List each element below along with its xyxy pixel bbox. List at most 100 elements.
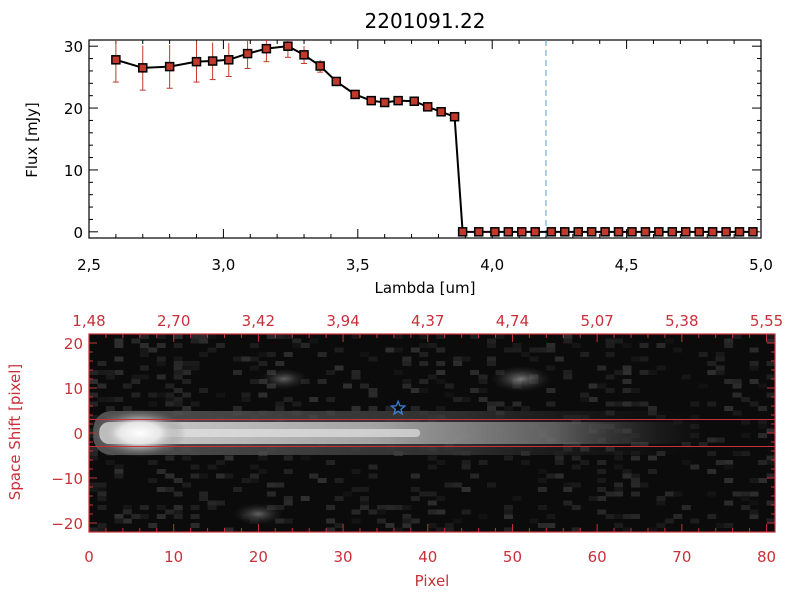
data-point (422, 102, 433, 112)
noise-pixel (571, 482, 581, 488)
noise-pixel (639, 356, 649, 362)
image-y-tick-label: 10 (64, 380, 83, 398)
y-tick-label: 10 (64, 162, 83, 180)
noise-pixel (453, 361, 463, 366)
noise-pixel (309, 338, 319, 344)
noise-pixel (597, 365, 607, 371)
data-point (457, 227, 468, 237)
noise-pixel (283, 455, 293, 461)
noise-pixel (122, 518, 132, 524)
noise-pixel (520, 460, 530, 465)
image-x-tick-label: 70 (672, 548, 691, 566)
noise-pixel (766, 500, 775, 506)
data-points (111, 41, 758, 237)
noise-pixel (537, 505, 547, 510)
noise-pixel (300, 496, 310, 501)
noise-pixel (173, 388, 183, 393)
data-point (667, 227, 678, 237)
noise-pixel (427, 491, 437, 497)
noise-pixel (546, 343, 556, 348)
noise-pixel (487, 361, 497, 366)
data-point (490, 227, 500, 237)
noise-pixel (427, 509, 437, 515)
noise-pixel (707, 451, 717, 456)
noise-pixel (97, 496, 107, 501)
extraction-aperture (89, 419, 775, 447)
image-y-tick-label: 0 (73, 425, 83, 443)
noise-pixel (622, 370, 632, 375)
noise-pixel (275, 505, 285, 510)
trace-peak (93, 409, 186, 457)
noise-pixel (326, 397, 336, 402)
noise-pixel (563, 338, 573, 344)
noise-pixel (758, 383, 768, 389)
noise-pixel (537, 523, 547, 528)
noise-pixel (190, 514, 200, 519)
noise-pixel (122, 509, 132, 515)
noise-pixel (275, 401, 285, 407)
noise-pixel (631, 514, 640, 519)
noise-pixel (605, 388, 615, 393)
noise-pixel (580, 397, 590, 402)
noise-pixel (156, 514, 166, 519)
noise-pixel (326, 527, 336, 532)
noise-pixel (156, 392, 166, 398)
noise-pixel (707, 401, 717, 407)
noise-pixel (605, 401, 615, 407)
noise-pixel (376, 509, 386, 515)
noise-pixel (758, 424, 768, 429)
noise-pixel (402, 361, 412, 366)
noise-pixel (190, 401, 200, 407)
noise-pixel (258, 361, 268, 366)
noise-pixel (749, 478, 759, 483)
noise-pixel (444, 383, 454, 389)
noise-pixel (749, 514, 759, 519)
noise-pixel (207, 500, 217, 506)
noise-pixel (385, 523, 395, 528)
noise-pixel (182, 361, 192, 366)
data-point (436, 107, 446, 117)
noise-pixel (664, 338, 674, 344)
noise-pixel (495, 401, 505, 407)
noise-pixel (461, 487, 471, 492)
noise-pixel (309, 473, 319, 479)
noise-pixel (351, 469, 361, 474)
noise-pixel (436, 509, 446, 515)
noise-pixel (631, 401, 640, 407)
noise-pixel (283, 500, 293, 506)
noise-pixel (131, 374, 141, 380)
noise-pixel (732, 379, 742, 384)
noise-pixel (419, 491, 429, 497)
noise-pixel (444, 527, 454, 532)
noise-pixel (512, 343, 522, 348)
data-point (261, 43, 272, 54)
noise-pixel (732, 491, 742, 497)
noise-pixel (563, 334, 573, 339)
noise-pixel (385, 505, 395, 510)
noise-pixel (360, 500, 369, 506)
noise-pixel (156, 361, 166, 366)
noise-pixel (631, 473, 640, 479)
data-point (613, 227, 624, 237)
noise-pixel (165, 473, 175, 479)
noise-pixel (673, 514, 683, 519)
noise-pixel (105, 397, 115, 402)
spectral-trace (93, 409, 708, 457)
noise-pixel (89, 482, 98, 488)
noise-pixel (732, 410, 742, 416)
wavelength-tick-label: 3,42 (242, 312, 275, 330)
noise-pixel (249, 365, 259, 371)
noise-pixel (622, 379, 632, 384)
noise-pixel (554, 460, 564, 465)
image-axis-ticks: 0 1,48 10 2,70 20 3,42 30 3,94 40 4,37 50 4,74 60 5,0… (51, 312, 783, 566)
data-point (164, 61, 175, 72)
noise-pixel (317, 352, 327, 357)
data-point (707, 227, 718, 237)
noise-pixel (647, 370, 657, 375)
noise-pixel (512, 401, 522, 407)
noise-pixel (89, 451, 98, 456)
data-point (560, 227, 570, 237)
noise-pixel (309, 397, 319, 402)
noise-pixel (283, 496, 293, 501)
noise-pixel (402, 356, 412, 362)
